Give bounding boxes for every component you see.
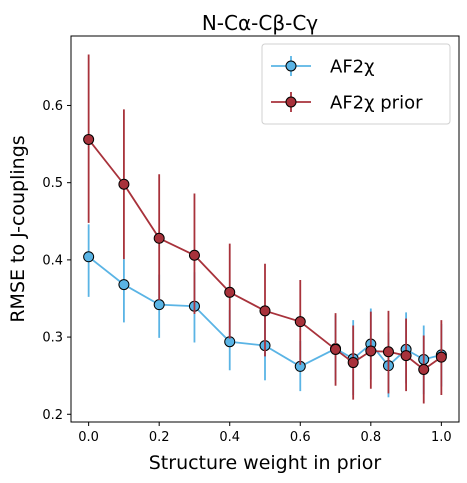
data-point (418, 364, 430, 376)
data-point (382, 346, 394, 358)
data-point (118, 178, 130, 190)
data-point (400, 350, 412, 362)
y-tick-label: 0.5 (42, 176, 63, 191)
x-tick-label: 0.8 (360, 430, 381, 445)
plot-frame (70, 35, 460, 423)
data-point (188, 249, 200, 261)
x-tick-label: 0.2 (149, 430, 170, 445)
legend-label: AF2χ prior (330, 93, 423, 114)
legend-marker (285, 96, 297, 108)
data-point (83, 251, 95, 263)
data-point (83, 133, 95, 145)
legend: AF2χ AF2χ prior (261, 43, 451, 125)
x-tick-label: 1.0 (431, 430, 452, 445)
y-axis: 0.2 0.3 0.4 0.5 0.6 (42, 99, 71, 423)
legend-marker (285, 60, 297, 72)
legend-entry: AF2χ prior (271, 92, 423, 114)
x-tick-label: 0.0 (78, 430, 99, 445)
y-tick-label: 0.6 (42, 99, 63, 114)
series-1 (83, 54, 447, 404)
legend-box (261, 43, 451, 125)
data-point (330, 343, 342, 355)
chart-title: N-Cα-Cβ-Cγ (202, 11, 318, 35)
legend-label: AF2χ (330, 57, 375, 78)
data-point (365, 345, 377, 357)
data-point (347, 357, 359, 369)
x-axis: 0.0 0.2 0.4 0.6 0.8 1.0 (78, 422, 452, 445)
x-axis-label: Structure weight in prior (149, 452, 382, 474)
x-tick-label: 0.4 (219, 430, 240, 445)
y-tick-label: 0.2 (42, 408, 63, 423)
y-tick-label: 0.3 (42, 331, 63, 346)
data-point (153, 232, 165, 244)
data-point (435, 351, 447, 363)
data-point (153, 299, 165, 311)
data-point (259, 305, 271, 317)
y-axis-label: RMSE to J-couplings (7, 135, 29, 322)
y-tick-label: 0.4 (42, 253, 63, 268)
data-point (224, 286, 236, 298)
plot-area (83, 54, 447, 404)
x-tick-label: 0.6 (290, 430, 311, 445)
data-point (118, 279, 130, 291)
data-point (294, 316, 306, 328)
legend-entry: AF2χ (271, 56, 375, 78)
